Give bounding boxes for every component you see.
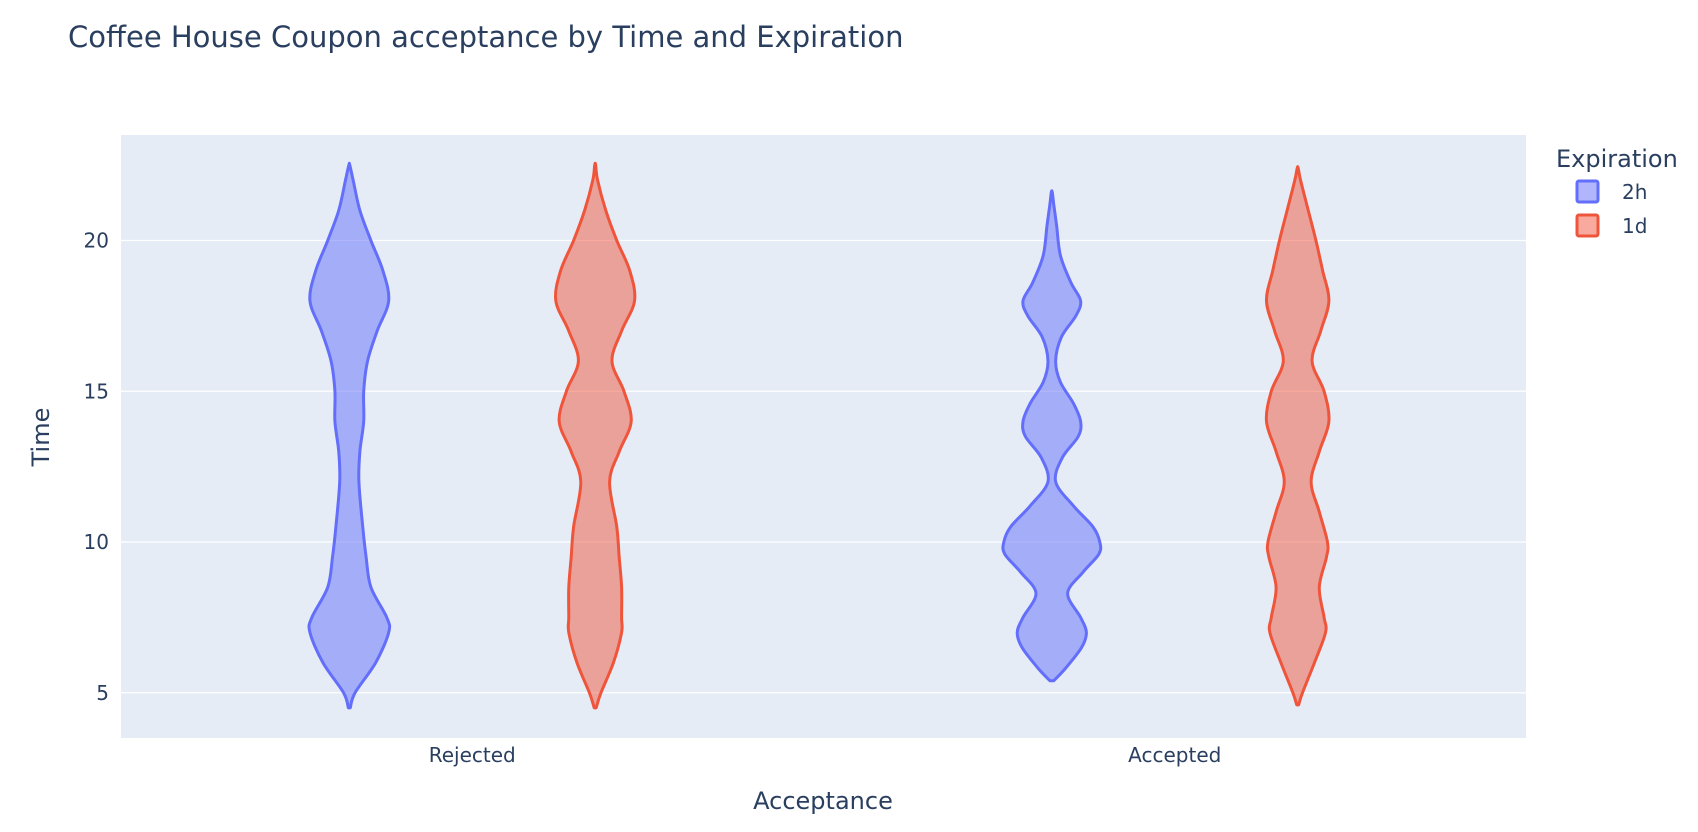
violin-2h-rejected (307, 161, 392, 710)
violin-2h-accepted (1001, 189, 1103, 683)
x-tick-label: Rejected (429, 743, 516, 767)
legend-swatch-2h (1575, 179, 1600, 204)
legend: Expiration 2h 1d (1556, 145, 1678, 238)
chart-title: Coffee House Coupon acceptance by Time a… (68, 20, 903, 54)
y-tick-label: 20 (84, 229, 109, 253)
x-tick-labels: Rejected Accepted (429, 743, 1222, 767)
legend-label-2h: 2h (1622, 180, 1647, 204)
legend-title: Expiration (1556, 145, 1678, 173)
y-tick-label: 5 (96, 681, 109, 705)
legend-swatch-1d (1575, 213, 1600, 238)
violins (307, 161, 1331, 710)
y-tick-label: 10 (84, 530, 109, 554)
legend-label-1d: 1d (1622, 214, 1647, 238)
x-tick-label: Accepted (1128, 743, 1221, 767)
y-axis-label: Time (27, 408, 55, 468)
y-tick-label: 15 (84, 379, 109, 403)
y-tick-labels: 5 10 15 20 (84, 229, 109, 705)
x-axis-label: Acceptance (753, 787, 893, 815)
violin-1d-rejected (554, 161, 637, 710)
violin-1d-accepted (1264, 165, 1331, 707)
